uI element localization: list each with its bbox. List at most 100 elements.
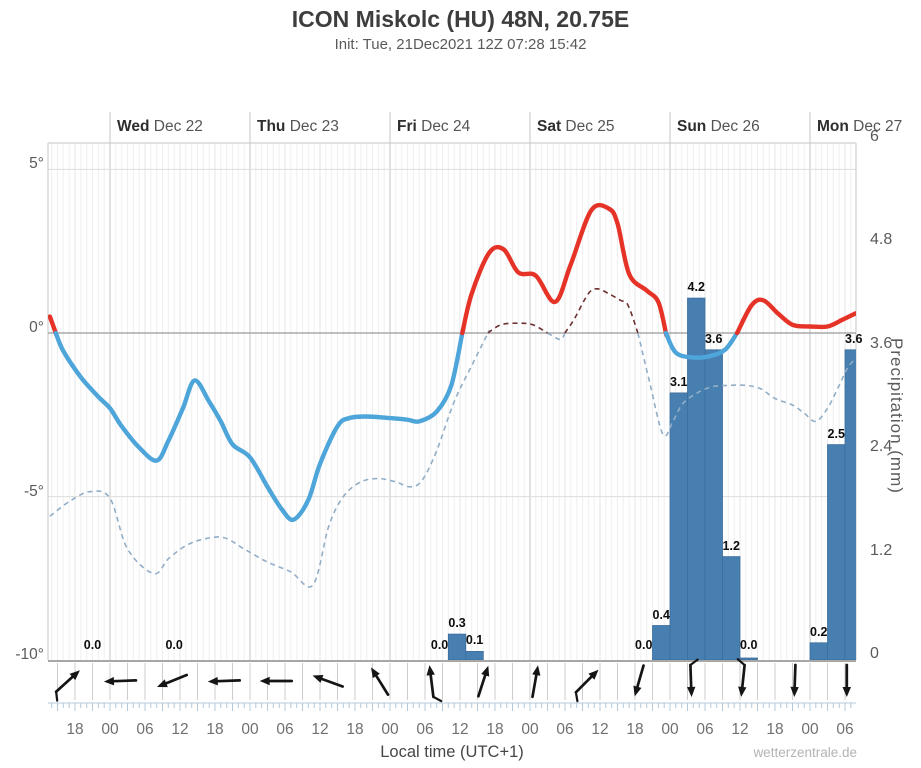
time-tick-label: 06: [276, 721, 294, 738]
wind-strip-grid: [57, 663, 846, 700]
wind-arrow: [371, 667, 390, 696]
precip-axis-tick: 1.2: [870, 541, 893, 559]
day-date: Dec 26: [706, 118, 760, 135]
time-tick-label: 00: [521, 721, 539, 738]
precip-axis-title: Precipitation (mm): [887, 338, 906, 494]
time-tick-label: 18: [766, 721, 784, 738]
precip-bar: [669, 392, 688, 660]
precip-bar: [447, 633, 467, 660]
day-label: Mon Dec 27: [817, 118, 902, 136]
time-tick-label: 06: [836, 721, 854, 738]
precip-value-label: 3.6: [845, 331, 863, 346]
time-tick-label: 12: [591, 721, 609, 738]
precip-bar: [844, 349, 856, 660]
wind-arrow: [103, 677, 138, 686]
wind-arrow: [842, 663, 851, 697]
precip-bar: [809, 642, 828, 660]
day-date: Dec 25: [561, 118, 615, 135]
time-tick-label: 18: [346, 721, 364, 738]
precip-value-label: 1.2: [722, 538, 740, 553]
precip-value-label: 0.0: [430, 638, 449, 652]
precip-bar: [465, 651, 484, 660]
precip-value-label: 0.0: [83, 638, 102, 652]
precip-value-label: 3.6: [705, 331, 723, 346]
dewpoint-curve: [637, 332, 856, 437]
day-weekday: Sat: [537, 118, 562, 135]
dewpoint-curve: [547, 332, 566, 341]
day-date: Dec 24: [416, 118, 471, 135]
temperature-curve: [460, 202, 669, 338]
day-label: Sun Dec 26: [677, 118, 760, 136]
wind-arrow: [531, 665, 541, 699]
precip-value-label: 0.4: [652, 607, 670, 622]
time-tick-label: 00: [801, 721, 819, 738]
precip-axis-tick: 6: [870, 127, 879, 145]
precip-value-label: 0.0: [165, 638, 183, 652]
time-tick-label: 00: [381, 721, 399, 738]
wind-arrow: [426, 665, 443, 703]
time-tick-label: 00: [241, 721, 259, 738]
day-label: Thu Dec 23: [257, 118, 339, 136]
wind-arrow: [477, 665, 490, 698]
chart-title: ICON Miskolc (HU) 48N, 20.75E: [291, 6, 630, 32]
time-tick-label: 18: [626, 721, 644, 738]
precip-value-label: 3.1: [670, 374, 688, 389]
precip-value-label: 0.2: [810, 624, 828, 639]
day-label: Wed Dec 22: [117, 118, 203, 136]
precip-bar: [687, 297, 706, 660]
hour-tick-comb: [48, 702, 856, 711]
temperature-curve: [53, 326, 466, 523]
wind-arrow: [157, 673, 189, 688]
chart-subtitle: Init: Tue, 21Dec2021 12Z 07:28 15:42: [334, 36, 587, 53]
precip-bar: [722, 556, 741, 660]
precip-value-label: 0.0: [635, 638, 653, 652]
time-tick-label: 18: [486, 721, 504, 738]
day-weekday: Mon: [817, 118, 849, 135]
dewpoint-curve: [49, 329, 490, 588]
wind-arrow: [633, 664, 645, 697]
wind-arrow: [574, 669, 599, 703]
watermark: wetterzentrale.de: [753, 745, 857, 760]
precip-value-label: 0.0: [740, 638, 758, 652]
time-tick-label: 06: [136, 721, 154, 738]
time-tick-label: 18: [66, 721, 84, 738]
precip-bar: [652, 625, 671, 660]
day-label: Fri Dec 24: [397, 118, 470, 136]
temp-axis-tick: -10°: [15, 646, 44, 664]
time-tick-label: 18: [206, 721, 224, 738]
precip-value-label: 0.1: [465, 633, 484, 648]
time-tick-label: 12: [731, 721, 749, 738]
wind-arrow: [687, 658, 699, 697]
day-weekday: Sun: [677, 118, 707, 135]
precip-axis-tick: 0: [870, 645, 879, 662]
wind-arrow: [790, 663, 799, 697]
precip-value-label: 4.2: [687, 280, 705, 295]
temp-axis-tick: -5°: [24, 482, 44, 500]
temp-axis-tick: 0°: [29, 319, 44, 336]
day-weekday: Thu: [257, 118, 286, 135]
day-date: Dec 23: [285, 118, 339, 135]
precip-axis-tick: 3.6: [870, 334, 893, 352]
wind-arrow: [736, 658, 747, 697]
time-tick-label: 06: [416, 721, 434, 738]
precip-bars: [447, 297, 856, 660]
precip-bar: [704, 349, 723, 660]
day-weekday: Fri: [397, 118, 417, 135]
time-tick-label: 12: [451, 721, 469, 738]
time-tick-label: 12: [171, 721, 189, 738]
day-date: Dec 27: [848, 118, 903, 135]
wind-arrow: [259, 676, 294, 686]
precip-value-label: 0.3: [448, 616, 466, 631]
precip-value-label: 2.5: [827, 426, 845, 441]
wind-arrow: [207, 677, 242, 686]
time-tick-label: 00: [101, 721, 119, 738]
precip-bar: [827, 444, 846, 660]
time-tick-label: 06: [696, 721, 714, 738]
precip-bar: [739, 657, 758, 660]
time-tick-label: 12: [311, 721, 329, 738]
time-axis-title: Local time (UTC+1): [380, 743, 524, 761]
dewpoint-curve: [564, 287, 640, 336]
day-weekday: Wed: [117, 118, 150, 135]
